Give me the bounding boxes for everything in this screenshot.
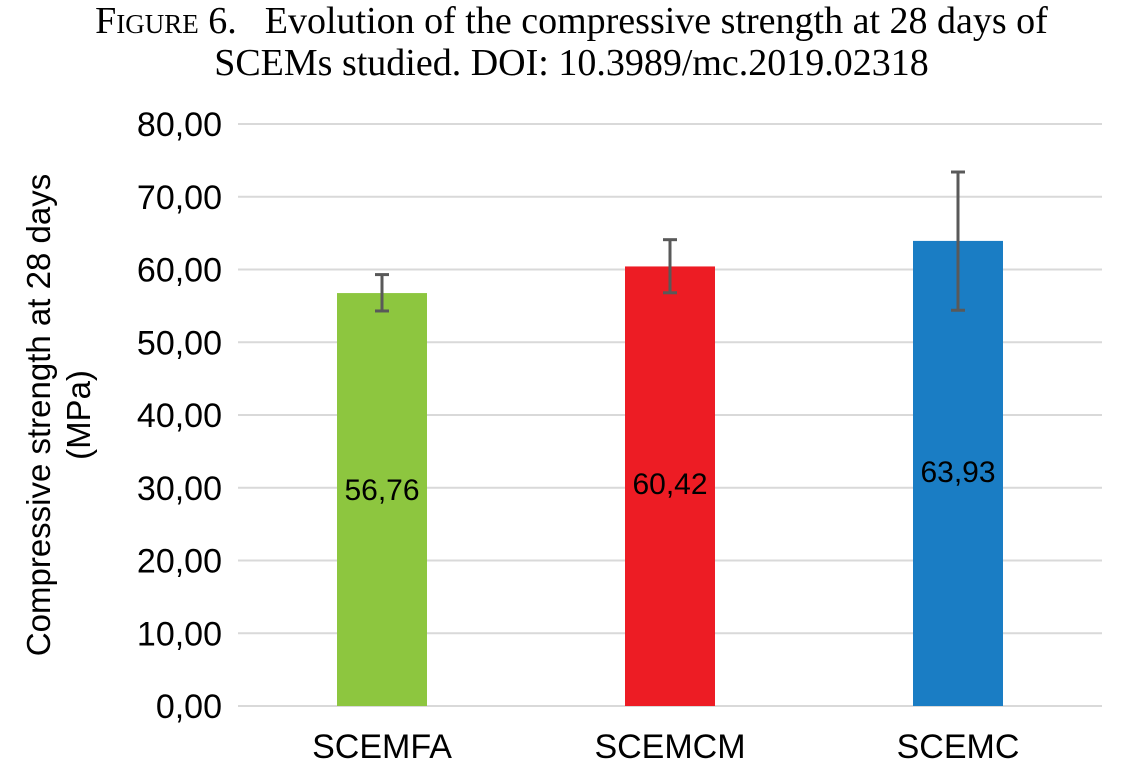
y-tick-label: 30,00 xyxy=(137,470,222,508)
data-label: 60,42 xyxy=(632,468,707,501)
error-bars xyxy=(375,170,965,313)
category-label: SCEMCM xyxy=(594,728,745,766)
y-tick-label: 10,00 xyxy=(137,615,222,653)
category-label: SCEMC xyxy=(897,728,1020,766)
caption-text-1: Evolution of the compressive strength at… xyxy=(264,0,1048,42)
y-tick-label: 70,00 xyxy=(137,179,222,217)
y-tick-label: 20,00 xyxy=(137,543,222,581)
caption-line-1: Figure 6. Evolution of the compressive st… xyxy=(0,0,1143,42)
bar xyxy=(337,293,427,706)
bar xyxy=(625,266,715,706)
category-label: SCEMFA xyxy=(312,728,452,766)
y-tick-label: 50,00 xyxy=(137,324,222,362)
y-tick-label: 0,00 xyxy=(156,688,222,726)
y-axis-tick-labels: 0,00 10,00 20,00 30,00 40,00 50,00 60,00 70,00 8… xyxy=(137,106,222,726)
y-tick-label: 60,00 xyxy=(137,252,222,290)
x-axis-category-labels: SCEMFA SCEMCM SCEMC xyxy=(312,728,1019,766)
bars xyxy=(337,240,1003,707)
y-axis-title-line: (MPa) xyxy=(60,370,97,460)
y-tick-label: 40,00 xyxy=(137,397,222,435)
data-labels: 56,76 60,42 63,93 xyxy=(344,456,995,507)
y-tick-label: 80,00 xyxy=(137,106,222,144)
y-axis-title: Compressive strength at 28 days (MPa) xyxy=(20,174,97,656)
data-label: 56,76 xyxy=(344,474,419,507)
figure-caption: Figure 6. Evolution of the compressive st… xyxy=(0,0,1143,84)
y-axis-title-line: Compressive strength at 28 days xyxy=(20,174,57,656)
data-label: 63,93 xyxy=(920,456,995,489)
figure-label: Figure 6. xyxy=(95,0,237,42)
bar xyxy=(913,240,1003,707)
caption-line-2: SCEMs studied. DOI: 10.3989/mc.2019.0231… xyxy=(214,42,929,84)
